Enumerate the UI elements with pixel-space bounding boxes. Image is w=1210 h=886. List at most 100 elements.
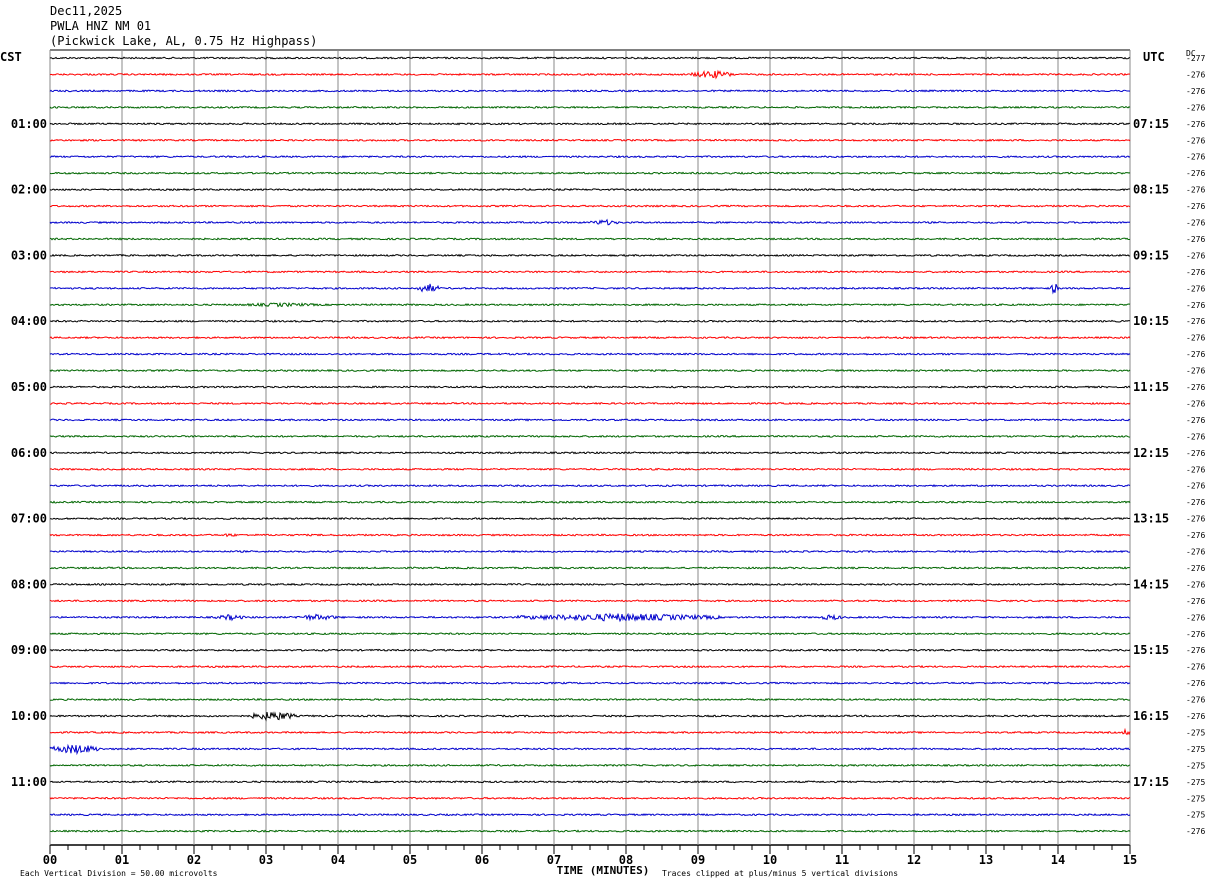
seismic-trace [49, 632, 1131, 636]
left-timezone: CST [0, 50, 22, 64]
seismic-trace [49, 434, 1131, 438]
seismic-trace [49, 566, 1131, 570]
dc-value: -276 [1186, 663, 1205, 672]
dc-value: -275 [1186, 761, 1205, 770]
seismic-traces [49, 56, 1131, 833]
x-tick-label: 15 [1123, 853, 1137, 867]
dc-value: -276 [1186, 399, 1205, 408]
hour-label-utc: 09:15 [1133, 248, 1169, 262]
dc-value: -276 [1186, 103, 1205, 112]
dc-value: -275 [1186, 728, 1205, 737]
hour-label-cst: 01:00 [11, 117, 47, 131]
dc-value: -276 [1186, 630, 1205, 639]
seismic-trace [49, 218, 1131, 226]
dc-value: -276 [1186, 515, 1205, 524]
x-tick-label: 09 [691, 853, 705, 867]
dc-value: -276 [1186, 268, 1205, 277]
seismic-trace [49, 711, 1131, 722]
seismic-trace [49, 155, 1131, 159]
grid-lines [49, 49, 1131, 854]
x-tick-label: 14 [1051, 853, 1065, 867]
hour-label-utc: 08:15 [1133, 183, 1169, 197]
seismic-trace [49, 204, 1131, 208]
dc-value: -276 [1186, 136, 1205, 145]
hour-label-utc: 07:15 [1133, 117, 1169, 131]
seismic-trace [49, 69, 1131, 80]
dc-value: -276 [1186, 317, 1205, 326]
seismic-trace [49, 727, 1131, 736]
hour-label-cst: 02:00 [11, 183, 47, 197]
x-tick-label: 05 [403, 853, 417, 867]
header-location: (Pickwick Lake, AL, 0.75 Hz Highpass) [50, 34, 318, 48]
seismic-trace [49, 484, 1131, 488]
right-timezone: UTC [1143, 50, 1165, 64]
dc-value: -276 [1186, 449, 1205, 458]
dc-value: -276 [1186, 219, 1205, 228]
dc-value: -275 [1186, 745, 1205, 754]
seismic-trace [49, 697, 1131, 702]
seismic-trace [49, 451, 1131, 455]
seismic-trace [49, 89, 1131, 93]
hour-label-utc: 12:15 [1133, 446, 1169, 460]
clip-note: Traces clipped at plus/minus 5 vertical … [662, 869, 898, 878]
seismic-trace [49, 105, 1131, 109]
x-tick-label: 01 [115, 853, 129, 867]
dc-value: -276 [1186, 712, 1205, 721]
dc-value: -276 [1186, 153, 1205, 162]
seismic-trace [49, 763, 1131, 768]
dc-value: -276 [1186, 383, 1205, 392]
seismic-trace [49, 533, 1131, 538]
seismic-trace [49, 253, 1131, 258]
dc-value: -276 [1186, 548, 1205, 557]
hour-label-cst: 09:00 [11, 643, 47, 657]
seismic-trace [49, 122, 1131, 126]
seismic-trace [49, 171, 1131, 175]
header-station: PWLA HNZ NM 01 [50, 19, 152, 33]
seismic-trace [49, 500, 1131, 504]
dc-value: -275 [1186, 794, 1205, 803]
dc-value: -276 [1186, 564, 1205, 573]
dc-value: -276 [1186, 498, 1205, 507]
dc-value: -276 [1186, 186, 1205, 195]
seismic-trace [49, 237, 1131, 241]
seismic-trace [49, 599, 1131, 603]
dc-value: -276 [1186, 432, 1205, 441]
seismic-trace [49, 187, 1131, 192]
seismic-trace [49, 368, 1131, 373]
hour-label-cst: 04:00 [11, 314, 47, 328]
x-tick-label: 04 [331, 853, 345, 867]
dc-value: -276 [1186, 416, 1205, 425]
seismic-trace [49, 385, 1131, 389]
dc-value: -276 [1186, 350, 1205, 359]
dc-value: -276 [1186, 646, 1205, 655]
seismic-trace [49, 138, 1131, 142]
dc-value: -276 [1186, 87, 1205, 96]
seismic-trace [49, 813, 1131, 817]
seismic-trace [49, 516, 1131, 521]
dc-value: -276 [1186, 284, 1205, 293]
dc-value: -275 [1186, 778, 1205, 787]
hour-label-utc: 16:15 [1133, 709, 1169, 723]
seismic-trace [49, 319, 1131, 323]
dc-value: -276 [1186, 367, 1205, 376]
dc-value: -276 [1186, 301, 1205, 310]
x-tick-label: 13 [979, 853, 993, 867]
seismic-trace [49, 401, 1131, 406]
x-tick-label: 12 [907, 853, 921, 867]
dc-value: -276 [1186, 334, 1205, 343]
seismic-trace [49, 352, 1131, 356]
dc-value: -276 [1186, 827, 1205, 836]
hour-label-cst: 10:00 [11, 709, 47, 723]
seismic-trace [49, 612, 1131, 623]
x-tick-label: 03 [259, 853, 273, 867]
dc-value: -276 [1186, 679, 1205, 688]
scale-note: Each Vertical Division = 50.00 microvolt… [20, 869, 218, 878]
hour-label-utc: 10:15 [1133, 314, 1169, 328]
dc-value: -276 [1186, 482, 1205, 491]
hour-label-utc: 11:15 [1133, 380, 1169, 394]
seismic-trace [49, 582, 1131, 587]
dc-value: -276 [1186, 597, 1205, 606]
seismic-trace [49, 780, 1131, 784]
hour-label-cst: 05:00 [11, 380, 47, 394]
